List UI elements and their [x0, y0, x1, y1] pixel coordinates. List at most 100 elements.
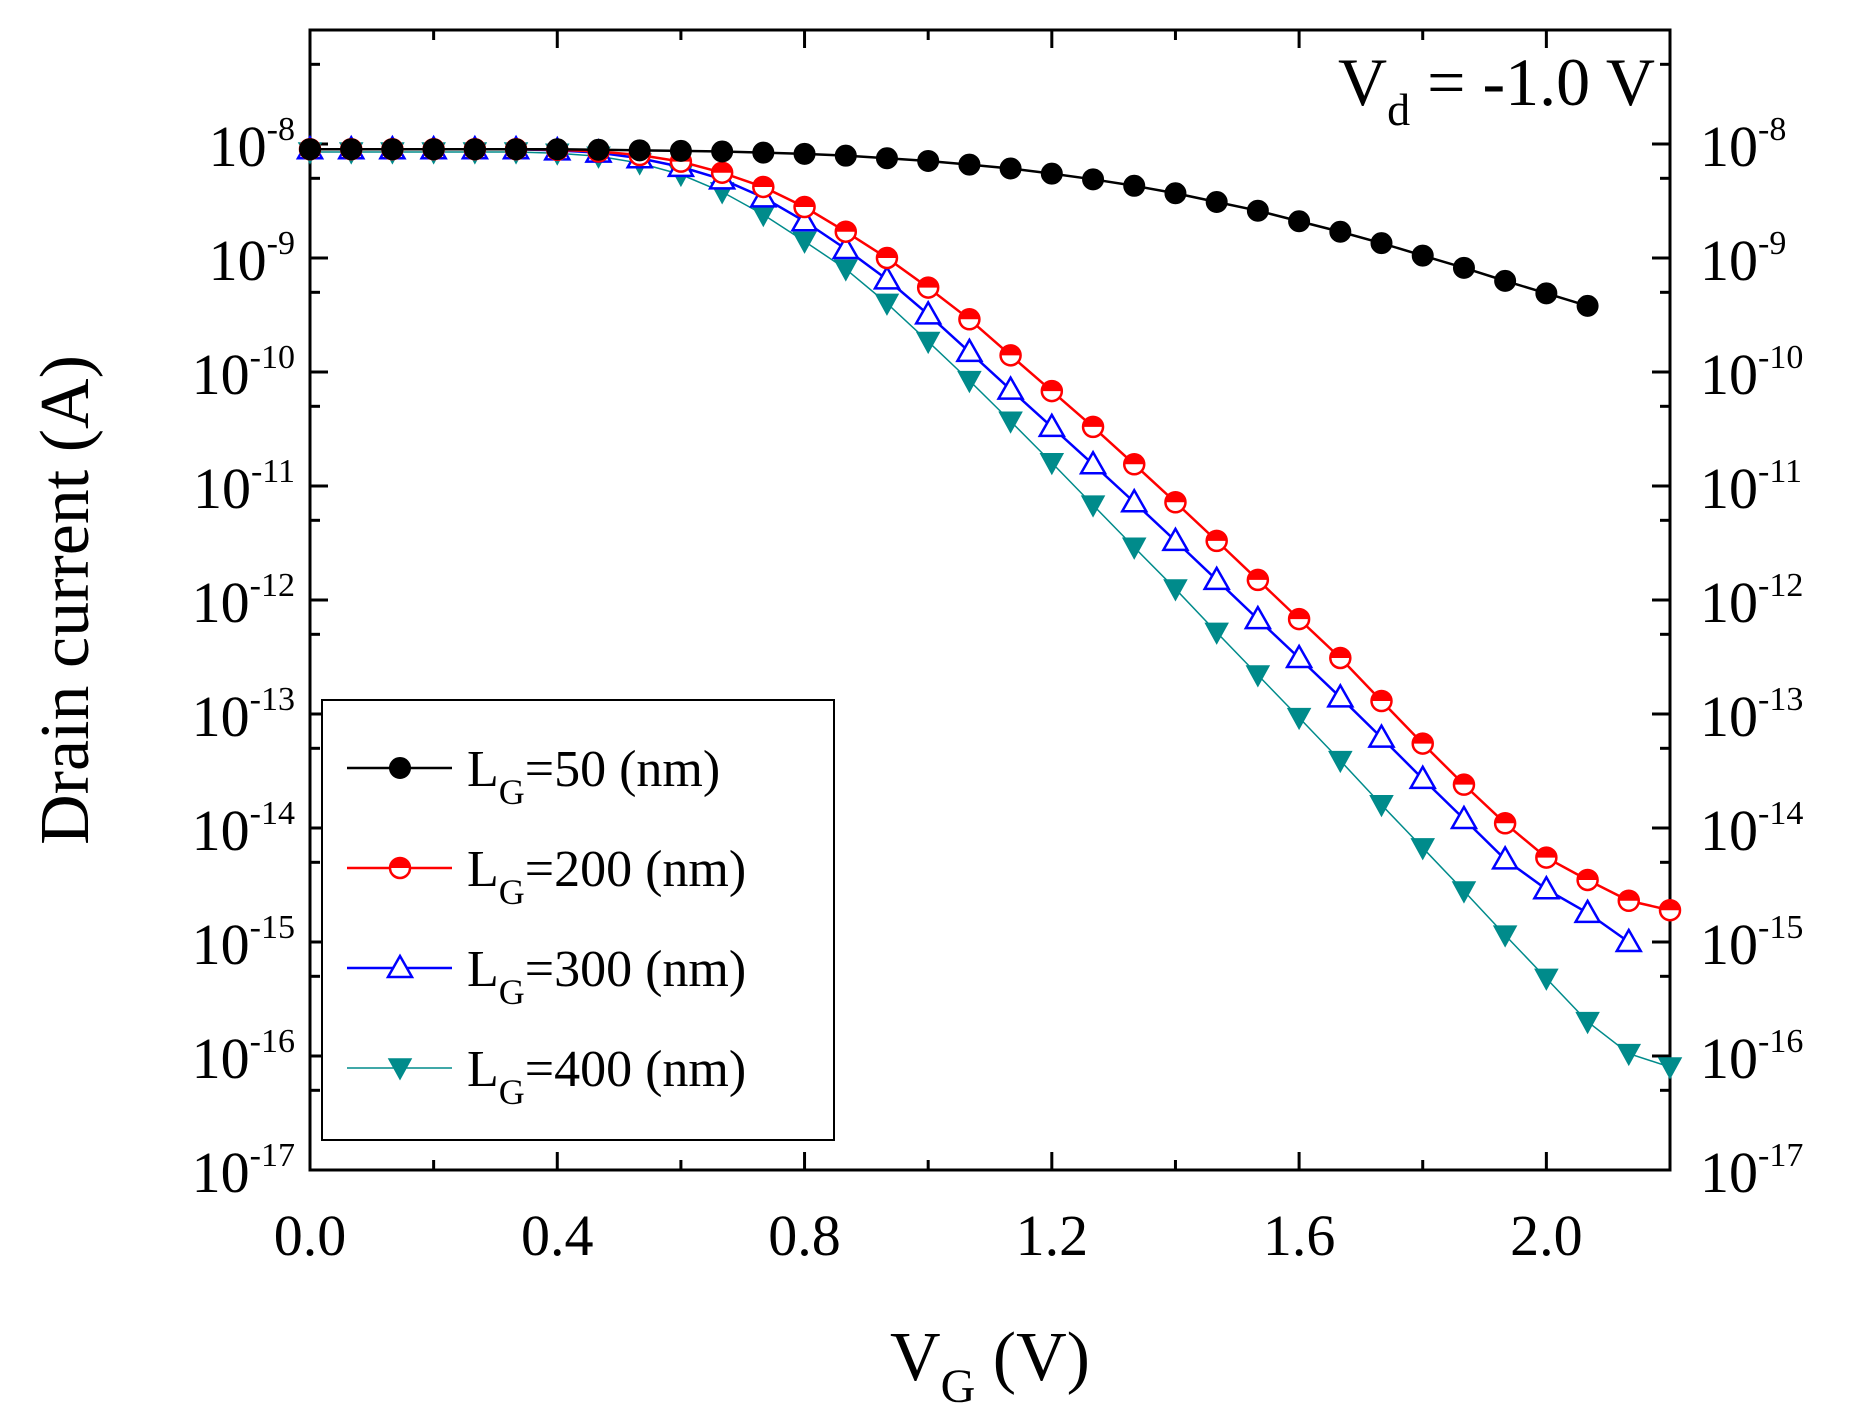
data-point [1449, 804, 1479, 830]
series-line [310, 147, 1588, 308]
data-point [1367, 723, 1396, 748]
data-point [917, 149, 940, 172]
data-point [1411, 244, 1434, 267]
data-point [1573, 898, 1602, 924]
data-point [505, 138, 528, 161]
data-point [1326, 682, 1355, 708]
legend-marker [387, 1058, 413, 1081]
x-tick-label: 0.4 [521, 1203, 594, 1268]
data-point [546, 138, 569, 161]
data-point [1082, 168, 1105, 191]
data-point [463, 138, 486, 161]
data-point [1575, 1011, 1600, 1035]
data-point-fill [1041, 381, 1062, 392]
data-point-fill [918, 277, 939, 288]
legend-marker [389, 757, 411, 779]
data-point [1284, 643, 1314, 669]
x-axis-title: VG (V) [890, 1319, 1090, 1413]
data-point [1408, 764, 1437, 790]
data-point-fill [1618, 890, 1639, 901]
series-layer [295, 134, 1683, 1080]
data-point [1161, 526, 1190, 552]
data-point-fill [794, 197, 815, 208]
y-tick-label-left: 10-14 [192, 795, 295, 863]
data-point [1243, 604, 1273, 630]
data-point [875, 147, 898, 170]
data-point [1328, 750, 1353, 774]
data-point [1451, 881, 1477, 904]
y-tick-label-right: 10-13 [1700, 681, 1803, 749]
legend-label: LG=200 (nm) [467, 841, 746, 912]
data-point [752, 141, 775, 164]
data-point [958, 153, 981, 176]
y-tick-label-left: 10-9 [209, 225, 295, 293]
y-tick-label-left: 10-10 [192, 339, 295, 407]
data-point [1490, 844, 1520, 870]
data-point [1369, 794, 1394, 818]
data-point [1245, 665, 1271, 688]
legend-label: LG=300 (nm) [467, 941, 746, 1012]
data-point [711, 140, 734, 163]
y-tick-label-left: 10-11 [193, 453, 295, 521]
data-point [1410, 838, 1435, 861]
data-point-fill [835, 221, 856, 232]
y-tick-label-left: 10-12 [192, 567, 295, 635]
data-point [955, 337, 984, 363]
y-tick-label-left: 10-13 [192, 681, 295, 749]
legend-item-1: LG=50 (nm) [347, 741, 720, 812]
y-tick-label-right: 10-17 [1700, 1137, 1803, 1205]
y-tick-label-left: 10-8 [209, 111, 295, 179]
y-tick-label-right: 10-10 [1700, 339, 1803, 407]
data-point [1532, 874, 1561, 900]
data-point-fill [1206, 530, 1227, 541]
annotation-layer: Vd = -1.0 V [1338, 44, 1655, 135]
data-point [628, 139, 651, 162]
data-point [1452, 256, 1475, 279]
data-point-fill [1330, 647, 1351, 658]
data-point [834, 144, 857, 167]
vd-annotation: Vd = -1.0 V [1338, 44, 1655, 135]
data-point [1494, 269, 1517, 292]
data-point [751, 204, 776, 228]
data-point [1370, 232, 1393, 255]
y-tick-label-left: 10-16 [192, 1023, 295, 1091]
data-point-fill [1289, 609, 1310, 620]
data-point [1205, 190, 1228, 213]
data-point [1204, 622, 1229, 645]
data-point [914, 299, 943, 325]
data-point-fill [1247, 569, 1268, 580]
data-point [874, 293, 900, 316]
data-point [1288, 210, 1311, 233]
data-point [998, 411, 1023, 434]
data-point [957, 370, 982, 394]
data-point [1329, 220, 1352, 243]
data-point [1286, 707, 1312, 731]
data-point-fill [1453, 774, 1474, 785]
x-tick-label: 0.0 [274, 1203, 347, 1268]
data-point-fill [1371, 691, 1392, 702]
data-point [792, 231, 817, 254]
legend-item-3: LG=300 (nm) [347, 941, 746, 1012]
data-point [999, 157, 1022, 180]
data-point [1121, 537, 1147, 560]
y-axis-title: Drain current (A) [27, 355, 104, 845]
data-point [340, 138, 363, 161]
data-point [790, 206, 819, 232]
y-tick-label-left: 10-15 [192, 909, 295, 977]
y-tick-label-right: 10-12 [1700, 567, 1803, 635]
data-point-fill [876, 248, 897, 258]
data-point [1080, 495, 1106, 518]
data-point [1576, 294, 1599, 317]
y-tick-label-right: 10-14 [1700, 795, 1803, 863]
y-tick-label-right: 10-15 [1700, 909, 1803, 977]
data-point [1657, 1057, 1683, 1080]
data-point-fill [1165, 492, 1186, 503]
data-point-fill [1660, 900, 1680, 911]
data-point-fill [1495, 813, 1516, 824]
data-point-fill [1000, 345, 1021, 356]
data-point [1202, 565, 1231, 591]
data-point [1492, 925, 1518, 948]
legend: LG=50 (nm) LG=200 (nm) LG=300 (nm) LG=400 (… [321, 699, 835, 1141]
data-point-fill [753, 176, 774, 187]
